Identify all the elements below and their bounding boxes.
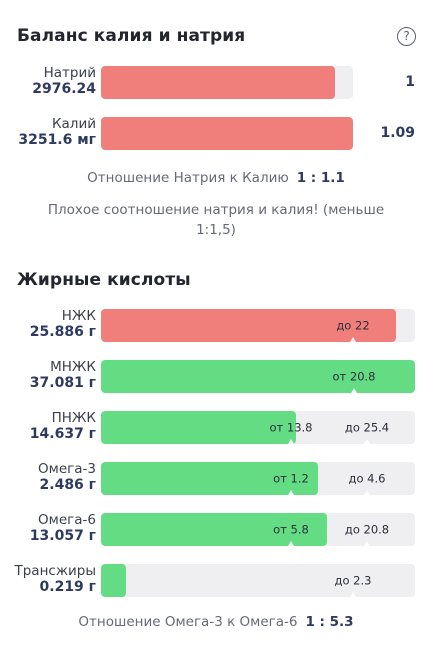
trans-bar: до 2.3 <box>101 564 415 597</box>
sfa-bar-fill <box>101 309 397 342</box>
sodium-potassium-title: Баланс калия и натрия <box>17 26 246 46</box>
potassium-label: Калий 3251.6 мг <box>18 116 96 148</box>
omega3-min-label: от 1.2 <box>273 471 309 486</box>
trans-max-tick <box>350 592 356 597</box>
omega6-max-label: до 20.8 <box>344 522 390 537</box>
potassium-bar <box>101 117 353 150</box>
omega-ratio-label: Отношение Омега-3 к Омега-6 <box>78 614 298 630</box>
sodium-bar-fill <box>101 66 336 99</box>
trans-name: Трансжиры <box>14 563 96 579</box>
pufa-label: ПНЖК 14.637 г <box>30 410 96 442</box>
fatty-acids-title: Жирные кислоты <box>17 270 191 290</box>
pufa-min-tick <box>288 439 294 444</box>
omega3-name: Омега-3 <box>38 461 96 477</box>
sodium-label: Натрий 2976.24 <box>32 65 96 97</box>
potassium-ratio: 1.09 <box>380 125 415 141</box>
omega-ratio: Отношение Омега-3 к Омега-6 1 : 5.3 <box>0 614 432 630</box>
pufa-bar-fill <box>101 411 296 444</box>
trans-max-label: до 2.3 <box>334 573 372 588</box>
omega3-bar: от 1.2 до 4.6 <box>101 462 415 495</box>
pufa-min-label: от 13.8 <box>269 420 313 435</box>
mufa-bar: от 20.8 <box>101 360 415 393</box>
sodium-name: Натрий <box>43 65 96 81</box>
potassium-name: Калий <box>51 116 96 132</box>
sodium-potassium-ratio-label: Отношение Натрия к Калию <box>87 170 289 186</box>
omega6-bar-fill <box>101 513 328 546</box>
sodium-potassium-ratio: Отношение Натрия к Калию 1 : 1.1 <box>0 170 432 186</box>
omega6-min-label: от 5.8 <box>273 522 309 537</box>
sodium-amount: 2976.24 <box>32 81 96 97</box>
potassium-bar-fill <box>101 117 353 150</box>
omega6-bar: от 5.8 до 20.8 <box>101 513 415 546</box>
omega6-amount: 13.057 г <box>29 528 96 544</box>
pufa-amount: 14.637 г <box>29 426 96 442</box>
omega6-min-tick <box>288 541 294 546</box>
trans-label: Трансжиры 0.219 г <box>14 563 96 595</box>
sodium-bar <box>101 66 353 99</box>
sfa-max-label: до 22 <box>336 318 370 333</box>
sfa-max-tick <box>350 337 356 342</box>
sodium-ratio: 1 <box>405 74 415 90</box>
mufa-label: МНЖК 37.081 г <box>30 359 96 391</box>
mufa-min-tick <box>351 388 357 393</box>
pufa-name: ПНЖК <box>51 410 96 426</box>
mufa-amount: 37.081 г <box>29 375 96 391</box>
mufa-name: МНЖК <box>50 359 96 375</box>
sfa-name: НЖК <box>61 308 96 324</box>
potassium-amount: 3251.6 мг <box>18 132 96 148</box>
sfa-label: НЖК 25.886 г <box>30 308 96 340</box>
pufa-bar: от 13.8 до 25.4 <box>101 411 415 444</box>
pufa-max-label: до 25.4 <box>344 420 390 435</box>
sodium-potassium-ratio-value: 1 : 1.1 <box>296 170 345 186</box>
omega6-max-tick <box>364 541 370 546</box>
omega3-max-label: до 4.6 <box>348 471 386 486</box>
sfa-amount: 25.886 г <box>29 324 96 340</box>
omega3-min-tick <box>288 490 294 495</box>
omega3-label: Омега-3 2.486 г <box>38 461 96 493</box>
sodium-potassium-warning: Плохое соотношение натрия и калия! (мень… <box>47 202 385 238</box>
mufa-min-label: от 20.8 <box>332 369 376 384</box>
omega3-max-tick <box>364 490 370 495</box>
omega-ratio-value: 1 : 5.3 <box>305 614 354 630</box>
sfa-bar: до 22 <box>101 309 415 342</box>
omega6-name: Омега-6 <box>38 512 96 528</box>
omega6-label: Омега-6 13.057 г <box>30 512 96 544</box>
question-circle-icon[interactable]: ? <box>397 27 416 46</box>
omega3-bar-fill <box>101 462 318 495</box>
trans-amount: 0.219 г <box>39 579 96 595</box>
trans-bar-fill <box>101 564 127 597</box>
pufa-max-tick <box>364 439 370 444</box>
mufa-bar-fill <box>101 360 415 393</box>
omega3-amount: 2.486 г <box>39 477 96 493</box>
